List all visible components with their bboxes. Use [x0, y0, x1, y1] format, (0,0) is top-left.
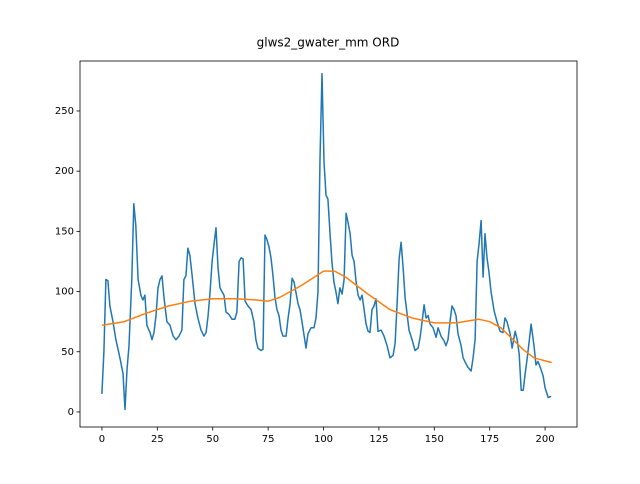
y-tick-label: 150 [55, 226, 74, 237]
y-tick-label: 250 [55, 106, 74, 117]
x-tick-label: 75 [262, 434, 275, 445]
x-tick-label: 50 [206, 434, 219, 445]
line-series [101, 72, 552, 411]
y-tick-label: 50 [61, 347, 74, 358]
plot-frame [79, 60, 578, 428]
x-tick-label: 0 [99, 434, 105, 445]
y-tick-label: 100 [55, 287, 74, 298]
chart-title: glws2_gwater_mm ORD [257, 36, 400, 50]
line-series [101, 270, 552, 364]
y-tick-label: 0 [68, 407, 74, 418]
x-tick-label: 175 [480, 434, 499, 445]
x-tick-label: 125 [369, 434, 388, 445]
x-tick-label: 150 [425, 434, 444, 445]
x-tick-label: 25 [151, 434, 164, 445]
x-tick-label: 100 [314, 434, 333, 445]
y-tick-label: 200 [55, 166, 74, 177]
x-tick-label: 200 [536, 434, 555, 445]
